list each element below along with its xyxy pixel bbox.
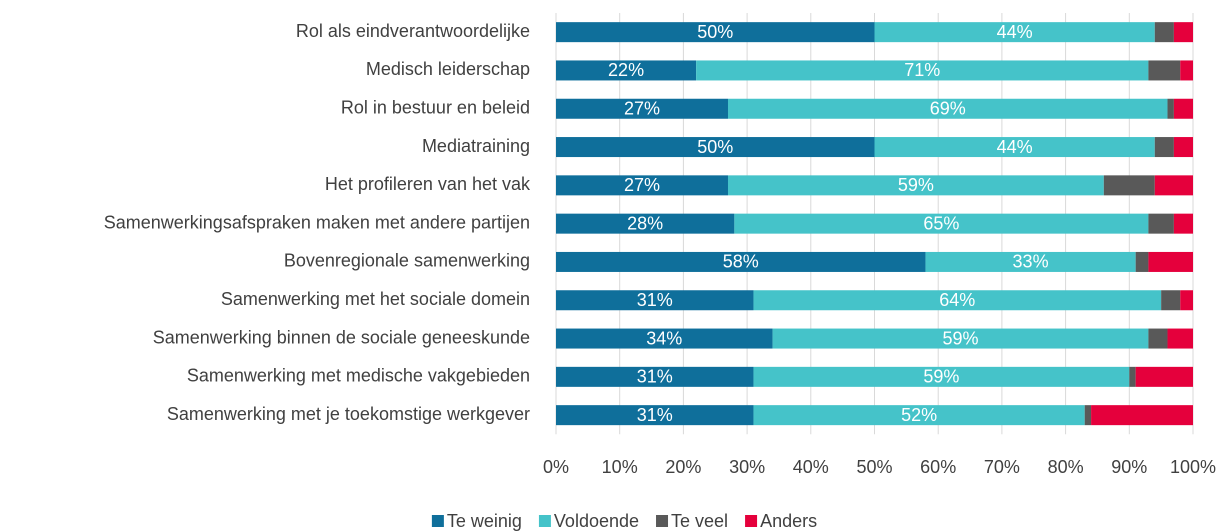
x-tick-label: 80% — [1048, 457, 1084, 477]
bar-segment — [874, 137, 1155, 158]
category-label: Medisch leiderschap — [366, 59, 530, 79]
bar-segment — [727, 98, 1168, 119]
x-tick-label: 0% — [543, 457, 569, 477]
category-label: Samenwerking met je toekomstige werkgeve… — [167, 404, 530, 424]
data-label: 27% — [624, 99, 660, 119]
data-label: 69% — [930, 99, 966, 119]
bar-segment — [556, 405, 754, 426]
category-label: Samenwerking binnen de sociale geneeskun… — [153, 327, 530, 347]
bar-segment — [1161, 290, 1181, 311]
x-tick-label: 90% — [1111, 457, 1147, 477]
bar-segment — [556, 213, 735, 234]
data-label: 58% — [723, 252, 759, 272]
category-label: Samenwerking met medische vakgebieden — [187, 366, 530, 386]
data-label: 59% — [923, 367, 959, 387]
legend-swatch — [656, 515, 669, 527]
x-tick-label: 10% — [602, 457, 638, 477]
bar-segment — [753, 290, 1162, 311]
bar-segment — [874, 22, 1155, 43]
legend-label: Anders — [760, 511, 817, 531]
bar-segment — [1148, 251, 1193, 272]
bar-segment — [1135, 251, 1149, 272]
data-label: 31% — [637, 405, 673, 425]
x-tick-label: 50% — [856, 457, 892, 477]
bar-segment — [556, 22, 875, 43]
bar-segment — [1135, 366, 1193, 387]
bar-segment — [1180, 290, 1193, 311]
data-label: 34% — [646, 328, 682, 348]
bar-segment — [1148, 60, 1181, 81]
bar-segment — [556, 251, 926, 272]
data-label: 50% — [697, 137, 733, 157]
category-label: Samenwerking met het sociale domein — [221, 289, 530, 309]
bar-segment — [1154, 22, 1174, 43]
bar-segment — [1148, 213, 1174, 234]
bar-segment — [556, 175, 728, 196]
bar-segment — [556, 137, 875, 158]
data-label: 59% — [898, 175, 934, 195]
category-label: Rol in bestuur en beleid — [341, 98, 530, 118]
bar-segment — [556, 60, 697, 81]
legend-label: Voldoende — [554, 511, 639, 531]
bar-segment — [1129, 366, 1136, 387]
bar-segment — [1103, 175, 1155, 196]
data-label: 33% — [1013, 252, 1049, 272]
category-label: Samenwerkingsafspraken maken met andere … — [104, 212, 530, 232]
x-tick-label: 100% — [1170, 457, 1216, 477]
bar-segment — [1180, 60, 1193, 81]
legend-swatch — [745, 515, 758, 527]
data-label: 44% — [997, 22, 1033, 42]
legend-swatch — [431, 515, 444, 527]
bar-segment — [556, 290, 754, 311]
bar-segment — [1148, 328, 1168, 349]
bar-segment — [1154, 137, 1174, 158]
bar-segment — [556, 366, 754, 387]
data-label: 52% — [901, 405, 937, 425]
bar-segment — [1084, 405, 1092, 426]
bar-segment — [772, 328, 1149, 349]
data-label: 22% — [608, 60, 644, 80]
x-tick-label: 70% — [984, 457, 1020, 477]
bar-segment — [556, 328, 773, 349]
data-label: 64% — [939, 290, 975, 310]
data-label: 28% — [627, 213, 663, 233]
bar-segment — [696, 60, 1149, 81]
bar-segment — [1173, 137, 1193, 158]
x-tick-label: 60% — [920, 457, 956, 477]
bar-segment — [1154, 175, 1193, 196]
x-tick-label: 40% — [793, 457, 829, 477]
bar-segment — [1173, 22, 1193, 43]
bar-segment — [1173, 213, 1193, 234]
bar-segment — [727, 175, 1104, 196]
bar-segment — [1091, 405, 1193, 426]
bar-segment — [1173, 98, 1193, 119]
data-label: 71% — [904, 60, 940, 80]
bar-segment — [753, 366, 1130, 387]
category-label: Mediatraining — [422, 136, 530, 156]
data-label: 50% — [697, 22, 733, 42]
category-label: Bovenregionale samenwerking — [284, 251, 530, 271]
legend-swatch — [538, 515, 551, 527]
bar-segment — [753, 405, 1085, 426]
bar-segment — [734, 213, 1149, 234]
data-label: 59% — [942, 328, 978, 348]
x-tick-label: 30% — [729, 457, 765, 477]
data-label: 27% — [624, 175, 660, 195]
data-label: 44% — [997, 137, 1033, 157]
category-label: Het profileren van het vak — [325, 174, 531, 194]
data-label: 31% — [637, 290, 673, 310]
bar-segment — [925, 251, 1136, 272]
bar-segment — [1167, 328, 1193, 349]
legend-label: Te weinig — [447, 511, 522, 531]
bar-segment — [556, 98, 728, 119]
data-label: 65% — [923, 213, 959, 233]
category-label: Rol als eindverantwoordelijke — [296, 21, 530, 41]
bar-segment — [1167, 98, 1174, 119]
legend-label: Te veel — [671, 511, 728, 531]
x-tick-label: 20% — [665, 457, 701, 477]
data-label: 31% — [637, 367, 673, 387]
